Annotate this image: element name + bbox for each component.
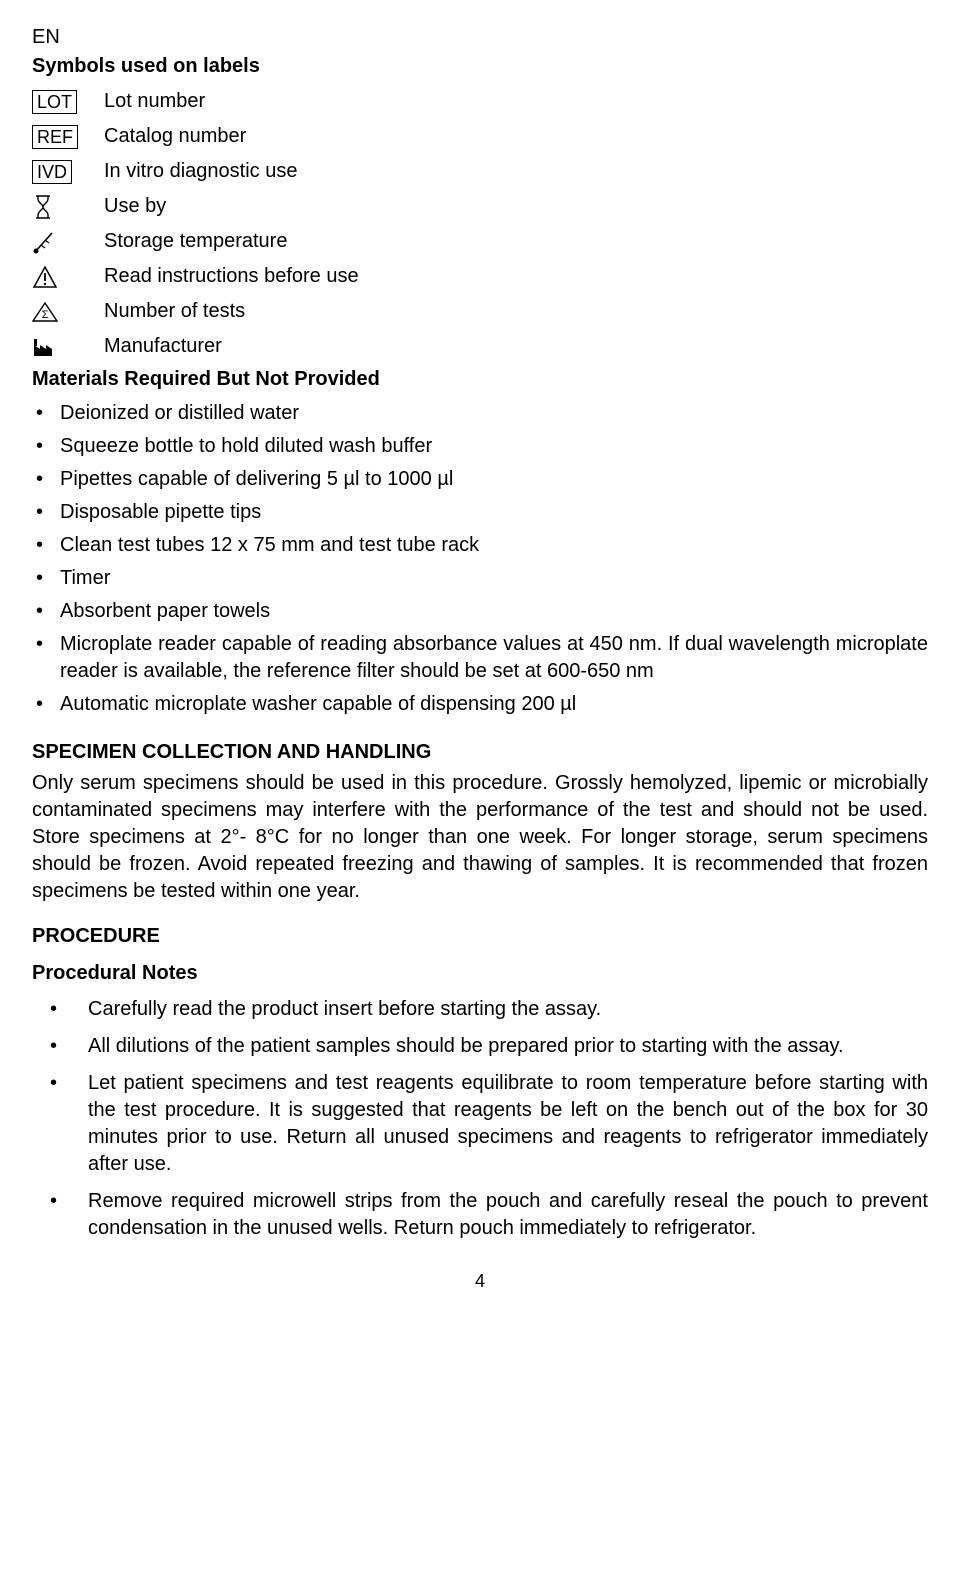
symbol-label: Lot number (104, 84, 205, 119)
symbol-row: LOT Lot number (32, 84, 928, 119)
list-item: Timer (32, 562, 928, 595)
symbol-label: Number of tests (104, 294, 245, 329)
list-item: Squeeze bottle to hold diluted wash buff… (32, 430, 928, 463)
list-item: Carefully read the product insert before… (32, 991, 928, 1028)
symbol-row: Storage temperature (32, 224, 928, 259)
list-item: Deionized or distilled water (32, 397, 928, 430)
svg-text:Σ: Σ (42, 309, 49, 321)
symbol-row: Read instructions before use (32, 259, 928, 294)
thermometer-icon (32, 229, 104, 255)
materials-list: Deionized or distilled water Squeeze bot… (32, 397, 928, 721)
symbol-label: Storage temperature (104, 224, 287, 259)
symbol-row: REF Catalog number (32, 119, 928, 154)
ivd-icon: IVD (32, 160, 104, 184)
list-item: Microplate reader capable of reading abs… (32, 628, 928, 688)
heading-procnotes: Procedural Notes (32, 960, 928, 987)
list-item: Automatic microplate washer capable of d… (32, 688, 928, 721)
specimen-paragraph: Only serum specimens should be used in t… (32, 770, 928, 905)
symbol-label: Manufacturer (104, 329, 222, 364)
ref-icon: REF (32, 125, 104, 149)
sigma-icon: Σ (32, 301, 104, 323)
heading-symbols: Symbols used on labels (32, 53, 928, 80)
caution-icon (32, 265, 104, 289)
symbol-row: IVD In vitro diagnostic use (32, 154, 928, 189)
symbol-row: Σ Number of tests (32, 294, 928, 329)
list-item: Absorbent paper towels (32, 595, 928, 628)
language-code: EN (32, 24, 928, 51)
symbol-label: Read instructions before use (104, 259, 359, 294)
procedural-notes-list: Carefully read the product insert before… (32, 991, 928, 1247)
symbol-label: In vitro diagnostic use (104, 154, 297, 189)
symbol-label: Use by (104, 189, 166, 224)
symbol-label: Catalog number (104, 119, 246, 154)
heading-materials: Materials Required But Not Provided (32, 366, 928, 393)
list-item: All dilutions of the patient samples sho… (32, 1028, 928, 1065)
symbol-row: Use by (32, 189, 928, 224)
list-item: Remove required microwell strips from th… (32, 1183, 928, 1247)
lot-icon: LOT (32, 90, 104, 114)
list-item: Disposable pipette tips (32, 496, 928, 529)
list-item: Let patient specimens and test reagents … (32, 1065, 928, 1183)
symbol-row: Manufacturer (32, 329, 928, 364)
list-item: Clean test tubes 12 x 75 mm and test tub… (32, 529, 928, 562)
hourglass-icon (32, 194, 104, 220)
factory-icon (32, 336, 104, 358)
heading-specimen: SPECIMEN COLLECTION AND HANDLING (32, 739, 928, 766)
page-number: 4 (32, 1269, 928, 1293)
list-item: Pipettes capable of delivering 5 µl to 1… (32, 463, 928, 496)
heading-procedure: PROCEDURE (32, 923, 928, 950)
